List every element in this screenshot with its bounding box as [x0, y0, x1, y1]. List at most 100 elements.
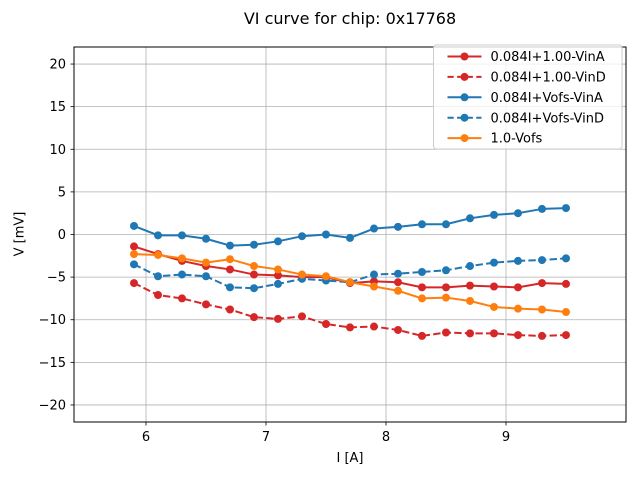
- data-point-marker: [490, 302, 498, 311]
- data-point-marker: [154, 272, 162, 281]
- data-point-marker: [250, 240, 258, 249]
- legend-entry: 0.084I+Vofs-VinD: [447, 111, 605, 126]
- legend-entry: 1.0-Vofs: [447, 132, 543, 147]
- legend-label: 0.084I+Vofs-VinD: [491, 111, 605, 126]
- legend-label: 0.084I+Vofs-VinA: [491, 91, 604, 106]
- data-point-marker: [250, 284, 258, 293]
- data-point-marker: [178, 231, 186, 240]
- data-point-marker: [154, 231, 162, 240]
- y-axis-label: V [mV]: [12, 211, 28, 257]
- y-tick-label: 15: [49, 100, 66, 115]
- data-point-marker: [346, 323, 354, 332]
- data-point-marker: [370, 282, 378, 291]
- data-point-marker: [442, 283, 450, 292]
- data-point-marker: [418, 283, 426, 292]
- data-point-marker: [562, 279, 570, 288]
- data-point-marker: [538, 256, 546, 265]
- data-point-marker: [226, 305, 234, 314]
- data-point-marker: [274, 265, 282, 274]
- legend-marker-sample: [460, 134, 469, 143]
- data-point-marker: [202, 300, 210, 309]
- data-point-marker: [154, 250, 162, 259]
- data-point-marker: [538, 204, 546, 213]
- legend-entry: 0.084I+1.00-VinD: [447, 71, 606, 86]
- data-point-marker: [130, 242, 138, 251]
- data-point-marker: [226, 255, 234, 264]
- data-point-marker: [274, 279, 282, 288]
- legend-entry: 0.084I+1.00-VinA: [447, 50, 605, 65]
- data-point-marker: [394, 278, 402, 287]
- data-point-marker: [394, 325, 402, 334]
- y-tick-label: 10: [49, 143, 66, 158]
- x-tick-label: 6: [142, 430, 150, 445]
- y-tick-label: −15: [39, 356, 66, 371]
- data-point-marker: [394, 222, 402, 231]
- data-point-marker: [130, 260, 138, 269]
- legend-label: 1.0-Vofs: [491, 132, 543, 147]
- legend: 0.084I+1.00-VinA 0.084I+1.00-VinD 0.084I+V…: [433, 44, 623, 150]
- data-point-marker: [562, 331, 570, 340]
- data-point-marker: [418, 268, 426, 276]
- data-point-marker: [418, 331, 426, 340]
- x-tick-label: 9: [502, 430, 510, 445]
- data-point-marker: [442, 328, 450, 337]
- data-point-marker: [178, 270, 186, 279]
- data-point-marker: [514, 209, 522, 218]
- legend-label: 0.084I+1.00-VinA: [491, 50, 605, 65]
- data-point-marker: [298, 312, 306, 321]
- legend-marker-sample: [460, 52, 469, 61]
- data-point-marker: [130, 279, 138, 288]
- y-tick-label: −5: [47, 271, 66, 286]
- data-point-marker: [538, 279, 546, 288]
- y-tick-label: −10: [39, 313, 66, 328]
- data-point-marker: [466, 262, 474, 271]
- data-point-marker: [442, 266, 450, 275]
- data-point-marker: [274, 314, 282, 323]
- data-point-marker: [490, 258, 498, 267]
- data-point-marker: [442, 220, 450, 229]
- data-point-marker: [370, 224, 378, 233]
- data-point-marker: [370, 322, 378, 331]
- data-point-marker: [466, 329, 474, 338]
- data-point-marker: [346, 278, 354, 287]
- data-point-marker: [490, 329, 498, 338]
- data-point-marker: [322, 319, 330, 328]
- data-point-marker: [298, 232, 306, 241]
- data-point-marker: [490, 282, 498, 291]
- data-point-marker: [538, 305, 546, 314]
- series-1.0-Vofs: [130, 250, 570, 317]
- data-point-marker: [394, 269, 402, 278]
- data-point-marker: [226, 265, 234, 274]
- data-point-marker: [514, 304, 522, 313]
- data-point-marker: [130, 221, 138, 230]
- x-tick-label: 8: [382, 430, 390, 445]
- legend-marker-sample: [460, 72, 469, 81]
- data-point-marker: [394, 286, 402, 295]
- data-point-marker: [226, 283, 234, 292]
- data-point-marker: [418, 220, 426, 229]
- data-point-marker: [250, 313, 258, 322]
- chart-title: VI curve for chip: 0x17768: [243, 9, 457, 28]
- data-point-marker: [250, 262, 258, 271]
- data-point-marker: [562, 204, 570, 213]
- y-tick-label: 5: [58, 185, 66, 200]
- data-point-marker: [370, 270, 378, 279]
- data-point-marker: [178, 254, 186, 263]
- data-point-marker: [514, 283, 522, 292]
- data-point-marker: [514, 331, 522, 340]
- data-point-marker: [274, 271, 282, 280]
- data-point-marker: [418, 294, 426, 303]
- y-tick-label: 20: [49, 58, 66, 73]
- series-0.084I+1.00-VinD: [130, 279, 570, 340]
- data-point-marker: [226, 241, 234, 250]
- series-0.084I+Vofs-VinA: [130, 204, 570, 250]
- data-point-marker: [298, 270, 306, 279]
- data-point-marker: [322, 230, 330, 239]
- data-point-marker: [346, 233, 354, 242]
- data-point-marker: [466, 214, 474, 223]
- legend-entry: 0.084I+Vofs-VinA: [447, 91, 604, 106]
- data-point-marker: [562, 254, 570, 263]
- data-point-marker: [250, 270, 258, 279]
